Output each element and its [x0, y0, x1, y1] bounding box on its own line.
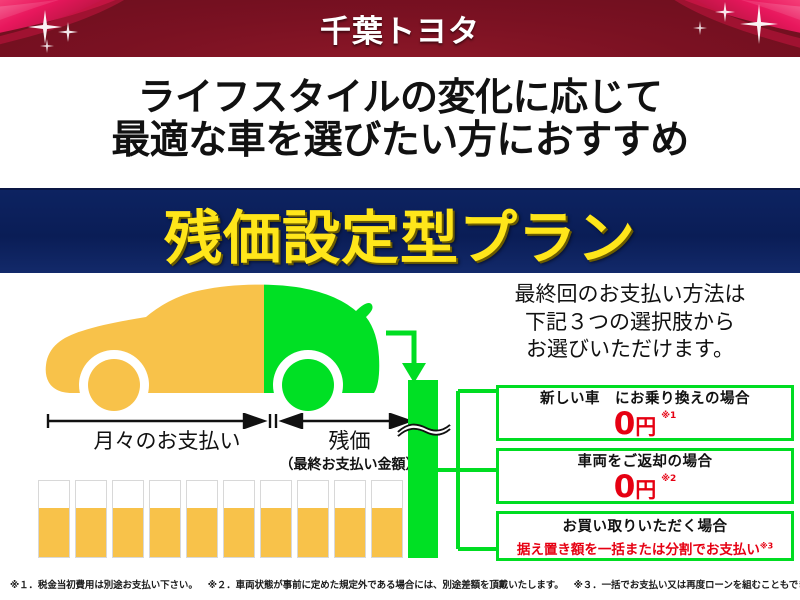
headline-block: ライフスタイルの変化に応じて 最適な車を選びたい方におすすめ	[0, 57, 800, 182]
brand-logo: 千葉トヨタ	[320, 14, 480, 50]
footnote-1: ※１．税金当初費用は別途お支払い下さい。	[10, 580, 198, 591]
headline-line-1: ライフスタイルの変化に応じて	[137, 74, 663, 119]
bar-item	[75, 480, 107, 558]
residual-value-label: 残価	[328, 429, 371, 453]
option-note-ref: ※2	[661, 473, 677, 484]
option-red-text: 据え置き額を一括または分割でお支払い	[516, 541, 760, 558]
option-box-trade-in[interactable]: 新しい車 にお乗り換えの場合 0 円 ※1	[496, 385, 794, 441]
car-illustration	[30, 281, 430, 420]
option-amount: 0 円 ※2	[613, 468, 677, 505]
footnotes-bar: ※１．税金当初費用は別途お支払い下さい。 ※２．車両状態が事前に定めた規定外であ…	[0, 566, 800, 600]
option-amount-value: 0	[613, 405, 636, 442]
bar-item	[112, 480, 144, 558]
option-amount-unit: 円	[635, 477, 657, 502]
bar-item	[371, 480, 403, 558]
footnote-2: ※２．車両状態が事前に定めた規定外である場合には、別途差額を頂戴いたします。	[207, 580, 564, 591]
bar-fill	[187, 508, 217, 557]
bar-item	[149, 480, 181, 558]
bar-item	[297, 480, 329, 558]
bar-fill	[335, 508, 365, 557]
residual-value-label-group: 残価 （最終お支払い金額）	[262, 425, 437, 474]
bar-item	[334, 480, 366, 558]
footnote-3: ※３．一括でお支払い又は再度ローンを組むこともできます。	[573, 580, 800, 591]
option-amount-unit: 円	[635, 414, 657, 439]
plan-title: 残価設定型プラン	[163, 203, 636, 272]
bar-item	[186, 480, 218, 558]
option-red-text-line: 据え置き額を一括または分割でお支払い※3	[517, 538, 773, 558]
option-note-ref: ※3	[759, 541, 774, 550]
bar-fill	[261, 508, 291, 557]
option-amount-value: 0	[613, 468, 636, 505]
bar-fill	[113, 508, 143, 557]
bar-fill	[224, 508, 254, 557]
bar-item	[223, 480, 255, 558]
plan-title-banner: 残価設定型プラン	[0, 188, 800, 277]
monthly-payment-bars	[38, 476, 428, 558]
option-title: お買い取りいただく場合	[562, 518, 728, 535]
monthly-payment-label: 月々のお支払い	[93, 429, 241, 453]
bar-item	[38, 480, 70, 558]
headline-line-2: 最適な車を選びたい方におすすめ	[111, 117, 689, 163]
option-title: 新しい車 にお乗り換えの場合	[540, 390, 750, 407]
diagram-area: 月々のお支払い 残価 （最終お支払い金額）	[0, 273, 800, 566]
dimension-labels: 月々のお支払い 残価 （最終お支払い金額）	[14, 425, 434, 477]
final-payment-intro-line-2: 下記３つの選択肢から	[525, 309, 735, 334]
bar-item	[260, 480, 292, 558]
option-amount: 0 円 ※1	[613, 405, 677, 442]
final-payment-intro-line-1: 最終回のお支払い方法は	[514, 282, 746, 306]
bracket-connector	[438, 385, 500, 555]
residual-value-sublabel: （最終お支払い金額）	[279, 457, 420, 473]
option-note-ref: ※1	[661, 410, 677, 421]
bar-fill	[150, 508, 180, 557]
bar-fill	[76, 508, 106, 557]
option-box-purchase[interactable]: お買い取りいただく場合 据え置き額を一括または分割でお支払い※3	[496, 511, 794, 561]
bar-fill	[372, 508, 402, 557]
option-box-return-vehicle[interactable]: 車両をご返却の場合 0 円 ※2	[496, 448, 794, 504]
final-payment-intro-line-3: お選びいただけます。	[526, 337, 734, 362]
final-payment-intro: 最終回のお支払い方法は 下記３つの選択肢から お選びいただけます。	[462, 281, 798, 364]
residual-value-column	[408, 380, 438, 558]
bar-fill	[39, 508, 69, 557]
bar-fill	[298, 508, 328, 557]
option-title: 車両をご返却の場合	[577, 453, 713, 470]
header-banner: 千葉トヨタ	[0, 0, 800, 57]
